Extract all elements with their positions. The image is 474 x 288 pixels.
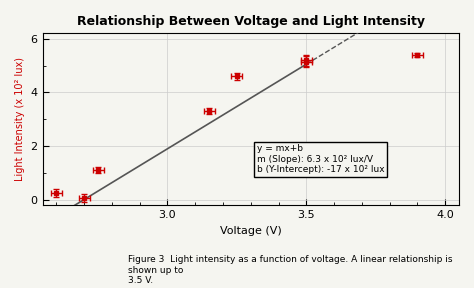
X-axis label: Voltage (V): Voltage (V) (220, 226, 282, 236)
Title: Relationship Between Voltage and Light Intensity: Relationship Between Voltage and Light I… (77, 15, 425, 28)
Y-axis label: Light Intensity (x 10² lux): Light Intensity (x 10² lux) (15, 57, 25, 181)
Text: Figure 3  Light intensity as a function of voltage. A linear relationship is sho: Figure 3 Light intensity as a function o… (128, 255, 453, 285)
Text: y = mx+b
m (Slope): 6.3 x 10² lux/V
b (Y-Intercept): -17 x 10² lux: y = mx+b m (Slope): 6.3 x 10² lux/V b (Y… (257, 144, 384, 174)
